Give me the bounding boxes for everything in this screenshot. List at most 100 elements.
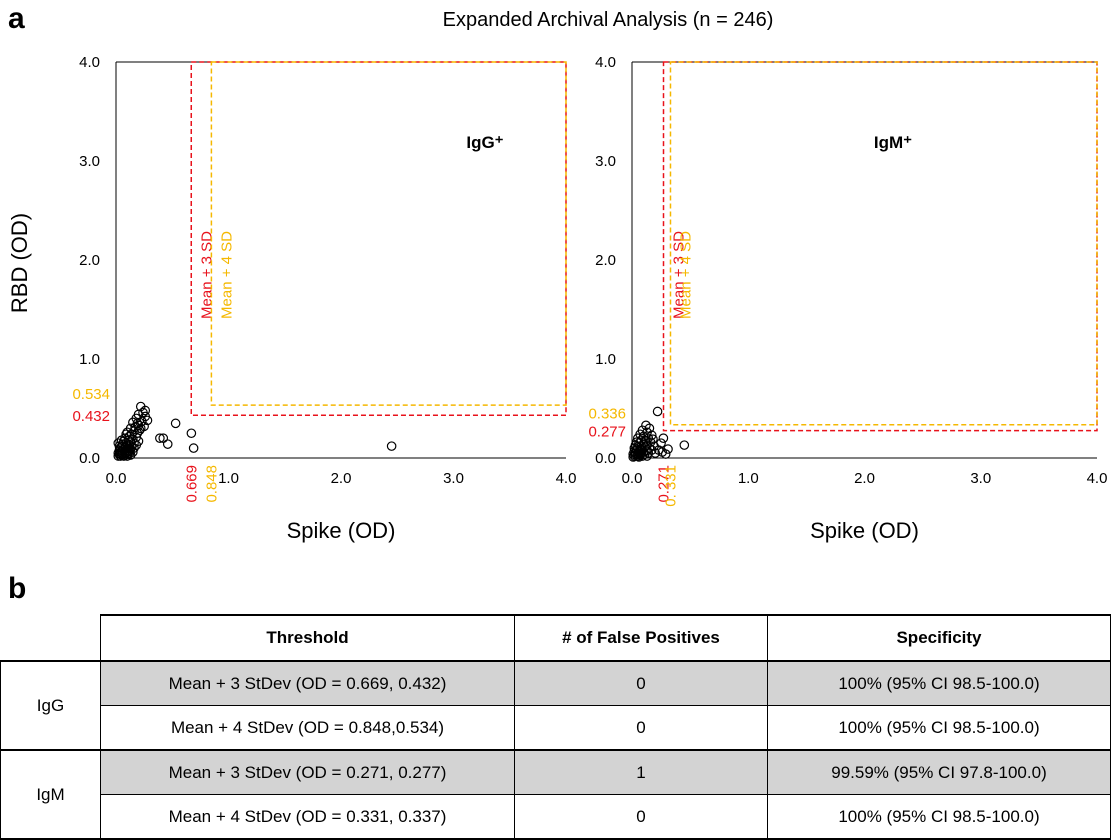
y-tick-label: 0.0 <box>595 450 616 467</box>
y-tick-label: 3.0 <box>79 153 100 170</box>
x-tick-label: 4.0 <box>556 470 577 487</box>
table-header-row: Threshold # of False Positives Specifici… <box>0 614 1111 662</box>
false-positives-cell: 1 <box>514 749 768 795</box>
data-point <box>113 438 124 448</box>
specificity-cell: 100% (95% CI 98.5-100.0) <box>767 794 1111 840</box>
threshold-x-label: 0. 331 <box>662 465 679 507</box>
threshold-cell: Mean + 3 StDev (OD = 0.669, 0.432) <box>100 660 515 706</box>
data-point <box>162 439 173 449</box>
x-tick-label: 3.0 <box>443 470 464 487</box>
threshold-y-label: 0.432 <box>72 408 110 425</box>
group-label-igm: IgM <box>0 749 101 840</box>
y-tick-label: 1.0 <box>595 351 616 368</box>
data-point <box>128 417 138 428</box>
panel-a-label: a <box>8 2 25 35</box>
data-point <box>135 423 146 434</box>
data-point <box>660 449 671 459</box>
data-point <box>634 452 644 462</box>
threshold-box-mean-4sd <box>210 61 567 406</box>
table-header-specificity: Specificity <box>767 614 1111 662</box>
x-axis-label: Spike (OD) <box>810 518 919 543</box>
data-point <box>656 438 666 448</box>
panel-label: IgG⁺ <box>466 133 503 152</box>
data-point <box>386 441 397 451</box>
data-point <box>186 428 197 439</box>
data-point <box>132 418 143 429</box>
data-point <box>639 449 650 459</box>
x-tick-label: 0.0 <box>106 470 127 487</box>
y-tick-label: 1.0 <box>79 351 100 368</box>
threshold-name-label: Mean + 3 SD <box>198 231 215 319</box>
threshold-box-mean-4sd <box>669 61 1098 426</box>
false-positives-cell: 0 <box>514 705 768 751</box>
x-tick-label: 2.0 <box>854 470 875 487</box>
data-point <box>628 452 638 462</box>
data-point <box>155 433 165 443</box>
y-tick-label: 0.0 <box>79 450 100 467</box>
data-point <box>119 451 129 461</box>
y-tick-label: 3.0 <box>595 153 616 170</box>
threshold-x-label: 0.848 <box>203 465 220 503</box>
group-label-igg: IgG <box>0 660 101 751</box>
igg-scatter-plot: 0.0 1.0 2.0 3.0 4.0 0.0 1.0 2.0 3.0 4.0 Mean + 3 S… <box>72 54 576 543</box>
data-point <box>122 451 133 461</box>
x-axis-label: Spike (OD) <box>287 518 396 543</box>
table-row: IgG Mean + 3 StDev (OD = 0.669, 0.432) 0… <box>0 660 1111 751</box>
data-point <box>663 444 673 454</box>
data-point <box>648 434 658 444</box>
specificity-cell: 99.59% (95% CI 97.8-100.0) <box>767 749 1111 795</box>
threshold-y-label: 0.277 <box>588 424 626 441</box>
x-tick-label: 4.0 <box>1087 470 1108 487</box>
y-axis-label: RBD (OD) <box>7 213 32 313</box>
table-header-blank <box>0 615 101 662</box>
data-point <box>679 440 690 450</box>
table-header-false-positives: # of False Positives <box>514 614 768 662</box>
false-positives-cell: 0 <box>514 794 768 840</box>
threshold-cell: Mean + 3 StDev (OD = 0.271, 0.277) <box>100 749 515 795</box>
data-point <box>188 443 199 453</box>
data-point <box>633 451 643 461</box>
threshold-y-label: 0.534 <box>72 386 110 403</box>
y-tick-label: 4.0 <box>79 54 100 71</box>
data-point <box>140 405 151 416</box>
x-tick-label: 2.0 <box>331 470 352 487</box>
panel-b-label: b <box>8 572 27 605</box>
threshold-cell: Mean + 4 StDev (OD = 0.331, 0.337) <box>100 794 515 840</box>
table-header-threshold: Threshold <box>100 614 515 662</box>
threshold-x-label: 0.669 <box>183 465 200 503</box>
data-point <box>658 433 669 443</box>
threshold-name-label: Mean + 4 SD <box>677 231 694 319</box>
panel-label: IgM⁺ <box>874 133 912 152</box>
false-positives-cell: 0 <box>514 660 768 706</box>
x-tick-label: 1.0 <box>738 470 759 487</box>
y-tick-label: 2.0 <box>595 252 616 269</box>
data-point <box>652 406 663 417</box>
table-row: Mean + 4 StDev (OD = 0.848,0.534) 0 100%… <box>1 705 1111 751</box>
igm-scatter-plot: 0.0 1.0 2.0 3.0 4.0 0.0 1.0 2.0 3.0 4.0 Mean + 3 S… <box>588 54 1107 543</box>
data-point <box>116 435 127 445</box>
table-row: Mean + 4 StDev (OD = 0.331, 0.337) 0 100… <box>1 794 1111 840</box>
specificity-cell: 100% (95% CI 98.5-100.0) <box>767 705 1111 751</box>
threshold-cell: Mean + 4 StDev (OD = 0.848,0.534) <box>100 705 515 751</box>
figure-title: Expanded Archival Analysis (n = 246) <box>443 9 774 31</box>
specificity-cell: 100% (95% CI 98.5-100.0) <box>767 660 1111 706</box>
data-point <box>115 451 126 461</box>
threshold-box-mean-3sd <box>190 61 567 416</box>
data-point <box>170 418 181 429</box>
threshold-name-label: Mean + 3 SD <box>671 231 688 319</box>
y-tick-label: 4.0 <box>595 54 616 71</box>
data-point <box>629 451 640 461</box>
threshold-x-label: 0.271 <box>656 465 673 503</box>
y-tick-label: 2.0 <box>79 252 100 269</box>
threshold-y-label: 0.336 <box>588 406 626 423</box>
threshold-name-label: Mean + 4 SD <box>218 231 235 319</box>
threshold-box-mean-3sd <box>662 61 1098 432</box>
scatter-figure: Expanded Archival Analysis (n = 246) RBD… <box>7 9 1107 543</box>
x-tick-label: 0.0 <box>622 470 643 487</box>
data-point <box>121 429 131 440</box>
x-tick-label: 1.0 <box>218 470 239 487</box>
x-tick-label: 3.0 <box>970 470 991 487</box>
table-row: IgM Mean + 3 StDev (OD = 0.271, 0.277) 1… <box>0 749 1111 840</box>
specificity-table: Threshold # of False Positives Specifici… <box>0 614 1111 840</box>
data-point <box>158 433 169 443</box>
